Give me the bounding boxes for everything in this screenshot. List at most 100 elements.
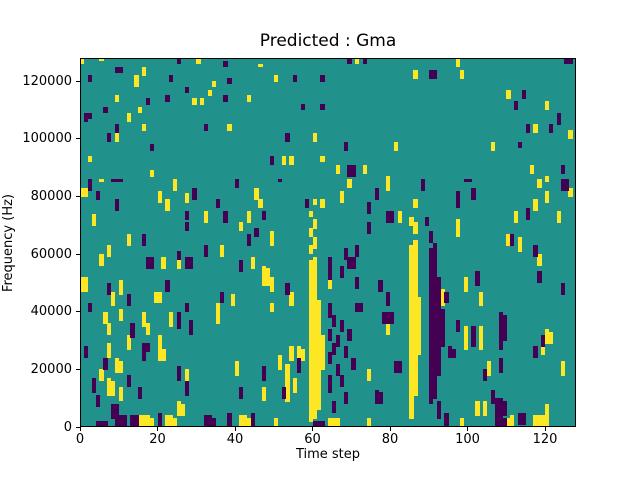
- heatmap-cell-purple: [521, 89, 527, 99]
- heatmap-cell-yellow: [107, 343, 112, 359]
- heatmap-cell-yellow: [157, 190, 162, 203]
- x-tick-label: 20: [149, 432, 166, 447]
- heatmap-cell-purple: [262, 210, 267, 220]
- heatmap-cell-yellow: [273, 75, 279, 82]
- heatmap-cell-yellow: [308, 259, 313, 422]
- heatmap-cell-purple: [328, 256, 333, 281]
- heatmap-cell-yellow: [262, 386, 267, 402]
- heatmap-cell-yellow: [514, 210, 519, 223]
- heatmap-cell-purple: [103, 107, 108, 114]
- heatmap-cell-purple: [176, 311, 182, 330]
- heatmap-cell-purple: [366, 202, 372, 215]
- heatmap-cell-yellow: [293, 377, 298, 393]
- heatmap-cell-yellow: [320, 156, 325, 163]
- heatmap-cell-purple: [111, 403, 116, 419]
- heatmap-cell-purple: [432, 248, 437, 399]
- heatmap-cell-yellow: [545, 190, 550, 203]
- heatmap-cell-yellow: [207, 89, 213, 96]
- heatmap-cell-purple: [227, 412, 232, 427]
- heatmap-cell-yellow: [459, 418, 465, 427]
- heatmap-cell-yellow: [529, 164, 534, 174]
- heatmap-cell-purple: [207, 415, 213, 427]
- heatmap-cell-purple: [285, 132, 290, 143]
- heatmap-cell-yellow: [312, 199, 317, 206]
- heatmap-cell-yellow: [145, 415, 151, 427]
- heatmap-cell-yellow: [560, 360, 565, 376]
- heatmap-cell-purple: [490, 389, 496, 405]
- heatmap-cell-purple: [432, 69, 437, 79]
- heatmap-cell-purple: [514, 101, 519, 111]
- heatmap-cell-purple: [304, 199, 310, 209]
- heatmap-cell-purple: [448, 346, 453, 359]
- heatmap-cell-purple: [498, 311, 503, 350]
- heatmap-cell-purple: [87, 179, 93, 192]
- heatmap-cell-purple: [525, 207, 530, 220]
- heatmap-cell-yellow: [173, 418, 178, 427]
- heatmap-cell-yellow: [142, 124, 147, 131]
- y-tick-label: 0: [63, 419, 72, 435]
- heatmap-cell-purple: [498, 357, 503, 373]
- heatmap-cell-yellow: [169, 311, 174, 327]
- heatmap-cell-yellow: [165, 415, 170, 427]
- x-tick-mark: [544, 427, 546, 431]
- heatmap-cell-purple: [386, 210, 391, 223]
- x-tick-label: 0: [75, 432, 85, 447]
- heatmap-cell-purple: [103, 357, 108, 370]
- x-tick-mark: [389, 427, 391, 431]
- heatmap-cell-yellow: [242, 415, 248, 427]
- heatmap-cell-purple: [347, 328, 352, 341]
- heatmap-cell-purple: [537, 271, 542, 284]
- heatmap-cell-yellow: [413, 222, 418, 235]
- heatmap-cell-yellow: [409, 245, 414, 396]
- heatmap-cell-purple: [366, 222, 372, 235]
- heatmap-cell-yellow: [192, 98, 197, 105]
- heatmap-cell-purple: [238, 259, 244, 272]
- heatmap-cell-yellow: [479, 291, 484, 307]
- heatmap-cell-purple: [510, 233, 515, 246]
- heatmap-cell-yellow: [308, 210, 313, 217]
- heatmap-cell-purple: [483, 369, 488, 382]
- heatmap-cell-purple: [95, 421, 100, 427]
- heatmap-cell-purple: [126, 375, 131, 388]
- heatmap-cell-yellow: [138, 107, 143, 114]
- heatmap-cell-yellow: [277, 354, 282, 370]
- heatmap-cell-purple: [204, 124, 209, 131]
- x-tick-label: 40: [226, 432, 244, 447]
- heatmap-cell-yellow: [335, 164, 341, 174]
- heatmap-cell-yellow: [269, 230, 275, 246]
- heatmap-cell-purple: [351, 164, 356, 177]
- heatmap-cell-yellow: [80, 277, 85, 292]
- heatmap-cell-purple: [184, 222, 189, 232]
- heatmap-cell-yellow: [269, 303, 275, 313]
- heatmap-cell-yellow: [99, 369, 104, 382]
- heatmap-cell-purple: [118, 66, 124, 73]
- heatmap-cell-yellow: [161, 256, 166, 269]
- y-tick-mark: [76, 311, 80, 313]
- heatmap-cell-yellow: [149, 418, 155, 427]
- heatmap-cell-purple: [386, 291, 391, 307]
- heatmap-cell-purple: [184, 86, 189, 94]
- heatmap-cell-purple: [390, 311, 395, 324]
- heatmap-cell-purple: [517, 141, 523, 148]
- heatmap-cell-purple: [114, 403, 120, 419]
- y-tick-label: 60000: [30, 246, 72, 262]
- heatmap-cell-yellow: [142, 66, 147, 76]
- heatmap-cell-purple: [331, 401, 337, 414]
- heatmap-cell-purple: [91, 377, 96, 393]
- heatmap-cell-purple: [359, 303, 364, 313]
- heatmap-cell-purple: [560, 282, 565, 295]
- heatmap-cell-purple: [362, 58, 368, 65]
- heatmap-cell-yellow: [103, 311, 108, 324]
- heatmap-cell-purple: [95, 395, 100, 408]
- heatmap-cell-purple: [328, 303, 333, 318]
- heatmap-cell-yellow: [107, 323, 112, 336]
- heatmap-cell-purple: [83, 112, 89, 122]
- heatmap-cell-purple: [517, 412, 523, 425]
- heatmap-cell-purple: [320, 104, 325, 111]
- heatmap-cell-yellow: [262, 265, 267, 287]
- heatmap-cell-yellow: [87, 156, 93, 163]
- heatmap-cell-yellow: [114, 95, 120, 102]
- heatmap-cell-yellow: [142, 415, 147, 427]
- heatmap-cell-purple: [564, 58, 569, 65]
- heatmap-cell-purple: [471, 326, 476, 347]
